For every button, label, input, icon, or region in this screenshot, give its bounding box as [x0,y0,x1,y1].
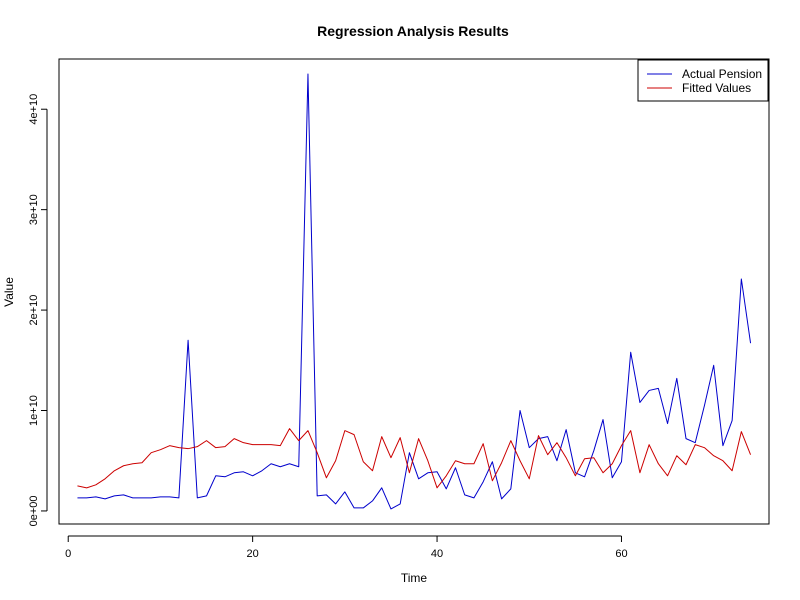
legend-label-fitted: Fitted Values [682,81,751,95]
y-tick-label: 2e+10 [28,295,40,326]
legend-box [637,59,769,102]
chart-title: Regression Analysis Results [317,23,509,39]
y-tick-label: 0e+00 [28,495,40,526]
y-axis-label: Value [2,277,16,307]
y-axis: 0e+00 1e+10 2e+10 3e+10 4e+10 [28,94,48,526]
y-tick-label: 1e+10 [28,395,40,426]
series-layer [77,73,752,510]
x-axis: 0 20 40 60 [65,535,628,560]
plot-frame [58,58,770,525]
x-tick-label: 60 [615,548,627,560]
series-line-fitted-values [77,428,752,489]
x-axis-label: Time [401,571,428,585]
y-tick-label: 3e+10 [28,194,40,225]
series-line-actual-pension [77,73,752,510]
legend: Actual Pension Fitted Values [637,59,769,102]
x-tick-label: 20 [247,548,259,560]
x-tick-label: 0 [65,548,71,560]
y-tick-label: 4e+10 [28,94,40,125]
x-tick-label: 40 [431,548,443,560]
legend-label-actual: Actual Pension [682,67,762,81]
